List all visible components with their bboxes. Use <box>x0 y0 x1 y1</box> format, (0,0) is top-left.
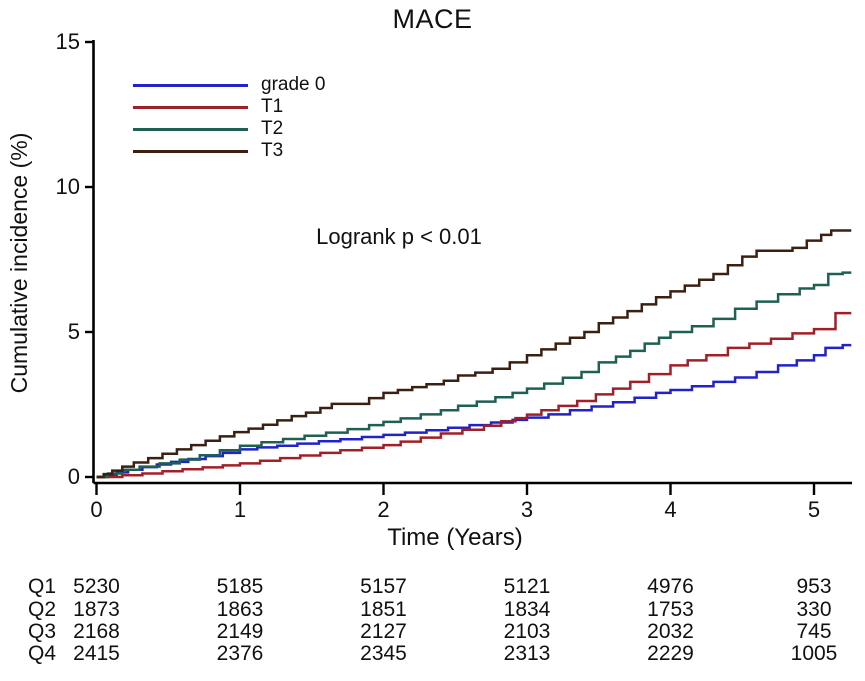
legend-line-T1 <box>133 106 248 109</box>
legend-line-grade-0 <box>133 84 248 87</box>
risk-row-label: Q4 <box>28 642 57 665</box>
risk-count: 1005 <box>790 642 838 665</box>
risk-count: 330 <box>796 598 832 621</box>
y-axis-label: Cumulative incidence (%) <box>6 132 32 394</box>
x-axis-label: Time (Years) <box>387 524 523 551</box>
chart-title: MACE <box>392 4 473 34</box>
risk-count: 2313 <box>503 642 551 665</box>
curve-T3 <box>96 229 852 479</box>
risk-count: 1851 <box>360 598 407 621</box>
x-tick-label: 5 <box>807 497 821 522</box>
risk-count: 2415 <box>73 642 120 665</box>
risk-count: 1863 <box>216 598 264 621</box>
risk-row-label: Q3 <box>28 620 57 643</box>
risk-count: 2345 <box>360 642 407 665</box>
risk-count: 5185 <box>216 575 264 598</box>
risk-count: 953 <box>796 575 832 598</box>
curve-grade-0 <box>96 343 852 479</box>
risk-count: 2168 <box>73 620 120 643</box>
legend-label: T2 <box>261 118 284 139</box>
legend-label: grade 0 <box>261 74 326 95</box>
risk-count: 5157 <box>360 575 407 598</box>
x-tick-label: 3 <box>520 497 534 522</box>
x-tick-label: 4 <box>664 497 677 522</box>
y-tick-label: 10 <box>55 174 80 199</box>
logrank-annotation: Logrank p < 0.01 <box>316 224 482 249</box>
risk-row-label: Q2 <box>28 598 57 621</box>
x-tick-label: 1 <box>233 497 247 522</box>
risk-count: 745 <box>796 620 832 643</box>
risk-count: 2376 <box>216 642 264 665</box>
risk-count: 2103 <box>503 620 551 643</box>
risk-count: 5121 <box>503 575 551 598</box>
legend-label: T3 <box>261 140 284 161</box>
risk-row-label: Q1 <box>28 575 57 598</box>
curve-T2 <box>96 271 852 479</box>
risk-count: 1753 <box>647 598 694 621</box>
x-tick-label: 2 <box>377 497 390 522</box>
legend-line-T2 <box>133 128 248 131</box>
risk-count: 2149 <box>216 620 264 643</box>
y-tick-label: 5 <box>67 319 80 344</box>
x-tick-label: 0 <box>90 497 103 522</box>
risk-count: 2032 <box>647 620 694 643</box>
risk-count: 1873 <box>73 598 120 621</box>
risk-count: 1834 <box>503 598 551 621</box>
risk-count: 5230 <box>73 575 120 598</box>
y-tick-label: 0 <box>67 464 80 489</box>
legend-line-T3 <box>133 150 248 153</box>
risk-count: 2229 <box>647 642 694 665</box>
risk-count: 2127 <box>360 620 407 643</box>
y-tick-label: 15 <box>55 29 80 54</box>
curve-T1 <box>96 311 852 479</box>
risk-count: 4976 <box>647 575 694 598</box>
legend-label: T1 <box>261 96 284 117</box>
